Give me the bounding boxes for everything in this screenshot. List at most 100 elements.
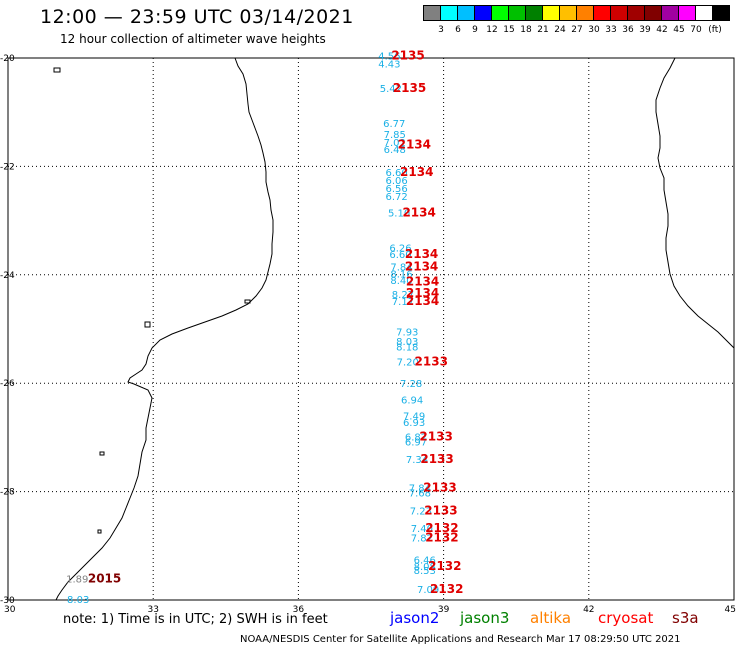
wave-height-value: 7.23 <box>410 507 432 518</box>
credit-line: NOAA/NESDIS Center for Satellite Applica… <box>240 634 681 645</box>
pass-number-label: 2133 <box>420 452 453 466</box>
satellite-name: s3a <box>672 609 699 627</box>
wave-height-value: 6.93 <box>403 418 425 429</box>
legend-label: 70 <box>690 25 702 35</box>
wave-height-value: 7.85 <box>384 130 406 141</box>
wave-height-value: 5.10 <box>388 208 410 219</box>
wave-height-value: 8.16 <box>390 270 412 281</box>
legend-label: 21 <box>537 25 549 35</box>
pass-number-label: 2133 <box>424 504 457 518</box>
wave-height-value: 7.40 <box>411 524 433 535</box>
map-subtitle: 12 hour collection of altimeter wave hei… <box>60 32 326 46</box>
wave-height-value: 6.94 <box>401 395 423 406</box>
pass-number-label: 2132 <box>430 582 463 596</box>
wave-height-value: 6.97 <box>405 438 427 449</box>
pass-number-label: 2132 <box>425 521 458 535</box>
island-4 <box>97 529 102 534</box>
pass-number-label: 2133 <box>419 429 452 443</box>
wave-height-value: 8.40 <box>390 276 412 287</box>
wave-height-value: 7.09 <box>417 585 439 596</box>
wave-height-value: 6.56 <box>386 184 408 195</box>
pass-number-label: 2134 <box>405 260 438 274</box>
latitude-label: -28 <box>0 488 15 498</box>
legend-unit: (ft) <box>708 25 722 35</box>
pass-number-label: 2132 <box>428 559 461 573</box>
legend-label: 15 <box>503 25 515 35</box>
pass-number-label: 2135 <box>393 81 426 95</box>
pass-number-label: 2133 <box>423 480 456 494</box>
wave-height-value: 7.34 <box>406 455 428 466</box>
legend-label: 9 <box>472 25 478 35</box>
satellite-name: jason2 <box>390 609 440 627</box>
wave-height-value: 4.56 <box>378 51 400 62</box>
wave-height-value: 6.77 <box>383 119 405 130</box>
latitude-label: -20 <box>0 54 15 64</box>
satellite-name: jason3 <box>460 609 510 627</box>
wave-height-value: 7.93 <box>396 328 418 339</box>
footnote: note: 1) Time is in UTC; 2) SWH is in fe… <box>63 612 328 627</box>
island-1 <box>53 67 61 73</box>
wave-height-value: 4.43 <box>378 59 400 70</box>
latitude-label: -24 <box>0 271 15 281</box>
map-frame <box>7 57 735 601</box>
wave-height-value: 7.82 <box>411 534 433 545</box>
wave-height-value: 8.03 <box>396 337 418 348</box>
swh-measurements: 4.564.435.426.777.857.026.486.606.066.56… <box>66 51 439 606</box>
wave-height-value: 1.89 <box>66 574 88 585</box>
satellite-name: cryosat <box>598 609 654 627</box>
pass-number-label: 2015 <box>88 571 121 585</box>
pass-number-label: 2133 <box>415 355 448 369</box>
wave-height-value: 6.48 <box>384 145 406 156</box>
pass-number-label: 2134 <box>398 138 431 152</box>
legend-label: 39 <box>639 25 651 35</box>
latitude-label: -22 <box>0 162 15 172</box>
legend-label: 24 <box>554 25 566 35</box>
legend-swatch <box>712 5 730 21</box>
legend-label: 18 <box>520 25 532 35</box>
wave-height-value: 7.84 <box>390 263 412 274</box>
wave-height-value: 7.28 <box>400 379 422 390</box>
longitude-label: 36 <box>293 605 305 615</box>
pass-number-label: 2134 <box>400 165 433 179</box>
island-2 <box>144 321 151 328</box>
madagascar-coastline <box>655 57 735 349</box>
wave-height-value: 6.46 <box>414 555 436 566</box>
legend-label: 36 <box>622 25 634 35</box>
africa-coastline <box>55 57 274 601</box>
longitude-label: 33 <box>147 605 158 615</box>
wave-height-value: 7.17 <box>392 297 414 308</box>
pass-number-label: 2134 <box>405 247 438 261</box>
wave-height-value: 7.68 <box>409 489 431 500</box>
latitude-label: -26 <box>0 379 15 389</box>
longitude-label: 45 <box>725 605 736 615</box>
legend-label: 33 <box>605 25 617 35</box>
wave-height-value: 6.60 <box>386 168 408 179</box>
legend-label: 3 <box>438 25 444 35</box>
island-5 <box>244 299 251 304</box>
coastline <box>53 57 735 601</box>
wave-height-value: 7.02 <box>384 138 406 149</box>
wave-height-value: 7.84 <box>409 483 431 494</box>
legend-label: 6 <box>455 25 461 35</box>
legend-label: 12 <box>486 25 498 35</box>
island-3 <box>99 451 105 456</box>
wave-height-value: 7.49 <box>403 412 425 423</box>
wave-height-value: 8.27 <box>392 290 414 301</box>
pass-number-label: 2134 <box>402 205 435 219</box>
longitude-label: 39 <box>438 605 450 615</box>
wave-height-value: 6.72 <box>386 192 408 203</box>
wave-height-value: 8.53 <box>414 566 436 577</box>
legend-label: 42 <box>656 25 668 35</box>
pass-number-label: 2135 <box>391 48 424 62</box>
longitude-label: 30 <box>4 605 16 615</box>
map-title: 12:00 — 23:59 UTC 03/14/2021 <box>40 6 354 28</box>
wave-height-value: 5.42 <box>380 84 402 95</box>
wave-height-value: 6.26 <box>389 244 411 255</box>
pass-number-label: 2134 <box>406 294 439 308</box>
longitude-label: 42 <box>583 605 594 615</box>
legend-label: 45 <box>673 25 685 35</box>
wave-height-value: 6.82 <box>405 432 427 443</box>
legend-label: 30 <box>588 25 600 35</box>
